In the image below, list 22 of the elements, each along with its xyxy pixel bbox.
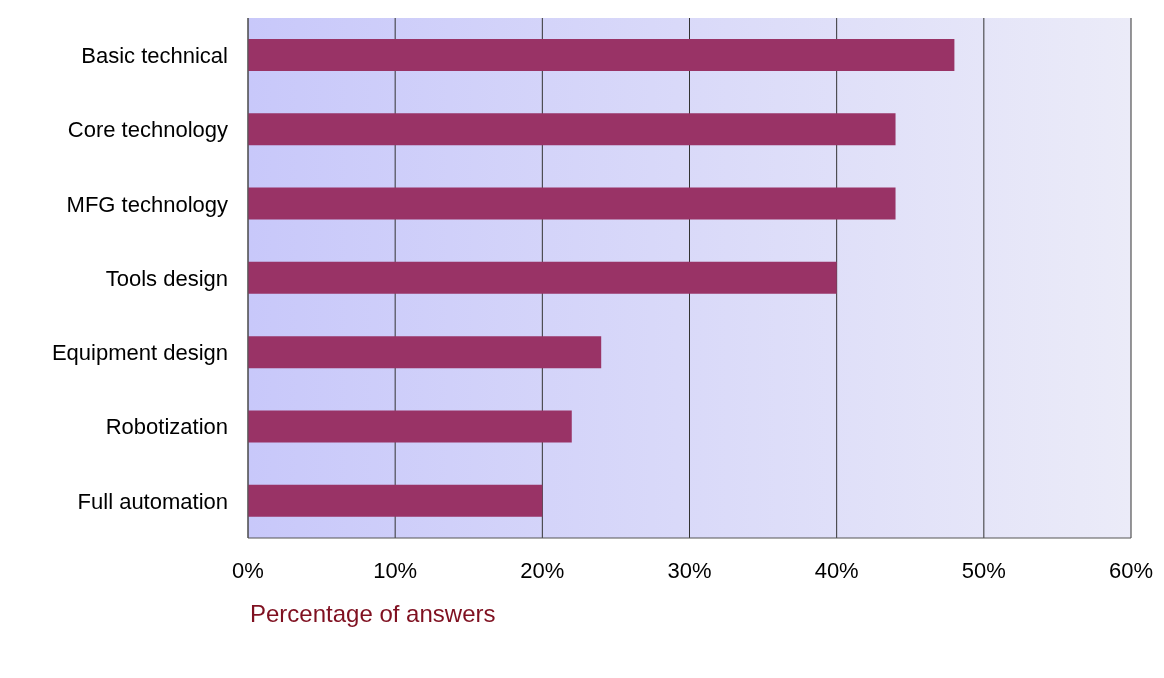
y-tick-label: Basic technical [81, 42, 228, 68]
y-tick-label: Core technology [67, 117, 228, 143]
bar [248, 261, 837, 294]
bar [248, 336, 602, 369]
x-tick-label: 0% [232, 557, 264, 583]
y-tick-label: Tools design [105, 265, 228, 291]
bar [248, 113, 896, 146]
bar [248, 187, 896, 220]
y-tick-label: MFG technology [66, 191, 228, 217]
x-tick-label: 20% [520, 557, 565, 583]
x-tick-label: 60% [1108, 557, 1154, 583]
y-tick-label: Equipment design [51, 340, 228, 366]
x-tick-label: 50% [961, 557, 1006, 583]
y-tick-label: Full automation [77, 488, 228, 514]
x-tick-label: 40% [814, 557, 859, 583]
y-tick-label: Robotization [105, 414, 228, 440]
bar [248, 484, 543, 517]
x-tick-label: 30% [667, 557, 712, 583]
x-tick-label: 10% [373, 557, 418, 583]
bar [248, 39, 955, 71]
bar [248, 410, 572, 443]
x-axis-title: Percentage of answers [250, 600, 497, 628]
